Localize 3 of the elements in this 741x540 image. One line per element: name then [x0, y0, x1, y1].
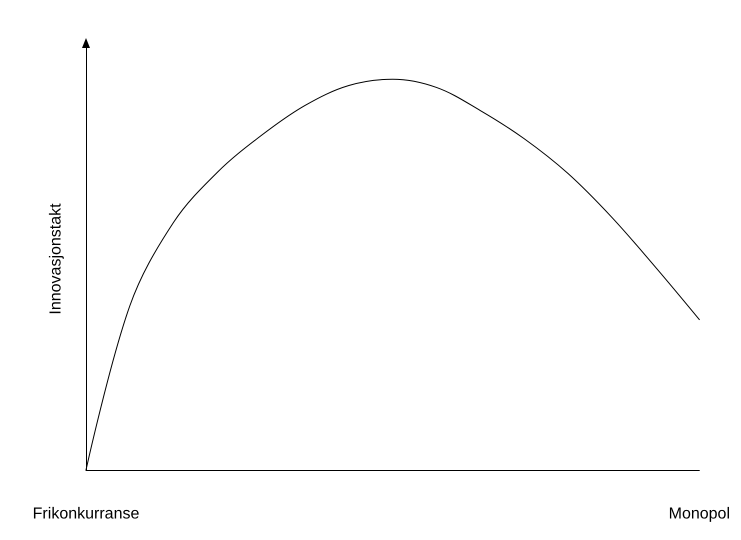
x-tick-label: Frikonkurranse — [32, 506, 140, 522]
y-axis-title: Innovasjonstakt — [48, 202, 64, 315]
x-tick-label: Monopol — [668, 506, 730, 522]
